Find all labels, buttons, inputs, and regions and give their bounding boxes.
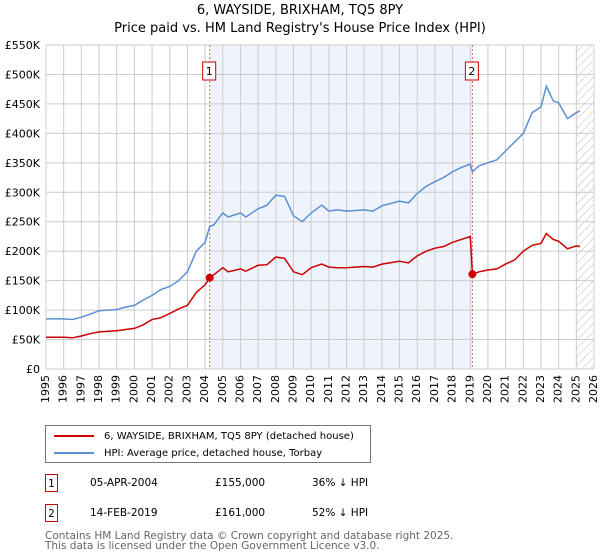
x-tick-label: 2008 — [269, 375, 282, 403]
x-tick-label: 2014 — [375, 375, 388, 403]
x-tick-label: 2023 — [534, 375, 547, 403]
hpi-line — [46, 83, 581, 321]
transaction-date: 14-FEB-2019 — [90, 507, 158, 519]
y-tick-label: £550K — [5, 39, 41, 52]
sale-marker-badge — [202, 61, 217, 81]
transaction-delta: 36% ↓ HPI — [312, 477, 369, 489]
transaction-delta: 52% ↓ HPI — [312, 507, 369, 519]
y-tick-label: £150K — [5, 275, 41, 288]
x-tick-label: 2021 — [499, 375, 512, 403]
transaction-row: 2 14-FEB-2019 £161,000 52% ↓ HPI — [45, 504, 445, 524]
x-tick-label: 2013 — [357, 375, 370, 403]
x-tick-label: 2005 — [216, 375, 229, 403]
x-tick-label: 1998 — [92, 375, 105, 403]
x-tick-label: 2016 — [410, 375, 423, 403]
chart-title: 6, WAYSIDE, BRIXHAM, TQ5 8PY — [196, 3, 404, 18]
legend-swatch-blue — [54, 452, 94, 454]
x-tick-label: 2007 — [251, 375, 264, 403]
sale-point — [468, 270, 477, 279]
sale-marker-badge — [464, 61, 479, 81]
y-tick-label: £50K — [12, 334, 41, 347]
x-tick-label: 2018 — [446, 375, 459, 403]
y-tick-label: £450K — [5, 98, 41, 111]
x-tick-label: 2019 — [463, 375, 476, 403]
chart-subtitle: Price paid vs. HM Land Registry's House … — [114, 21, 486, 36]
x-tick-label: 2026 — [587, 375, 600, 403]
legend-item-hpi: HPI: Average price, detached house, Torb… — [54, 446, 322, 460]
y-tick-label: £200K — [5, 245, 41, 258]
x-tick-label: 2017 — [428, 375, 441, 403]
legend-label: 6, WAYSIDE, BRIXHAM, TQ5 8PY (detached h… — [104, 430, 354, 442]
y-tick-label: £300K — [5, 186, 41, 199]
transaction-price: £161,000 — [215, 507, 266, 519]
x-tick-label: 2022 — [516, 375, 529, 403]
x-tick-label: 2009 — [286, 375, 299, 403]
forecast-hatch — [576, 45, 594, 369]
x-tick-label: 2003 — [180, 375, 193, 403]
x-tick-label: 2000 — [127, 375, 140, 403]
sale-marker-label: 2 — [468, 65, 475, 78]
price-chart: 1995 1996 1997 1998 1999 2000 2001 2002 2003 2004… — [5, 39, 600, 403]
sale-period-shading — [209, 45, 473, 369]
y-tick-label: £350K — [5, 157, 41, 170]
x-tick-label: 2010 — [304, 375, 317, 403]
transaction-date: 05-APR-2004 — [90, 477, 158, 489]
marker-badge: 2 — [45, 504, 58, 522]
y-tick-label: £500K — [5, 68, 41, 81]
y-tick-label: £400K — [5, 127, 41, 140]
y-tick-label: £250K — [5, 216, 41, 229]
x-tick-label: 2012 — [340, 375, 353, 403]
marker-badge: 1 — [45, 474, 58, 492]
x-tick-label: 1999 — [110, 375, 123, 403]
x-tick-label: 2004 — [198, 375, 211, 403]
y-tick-label: £100K — [5, 304, 41, 317]
footer-licence: This data is licensed under the Open Gov… — [45, 540, 380, 552]
x-tick-label: 2002 — [163, 375, 176, 403]
price-paid-line — [46, 232, 581, 339]
sale-point — [205, 273, 214, 282]
legend: 6, WAYSIDE, BRIXHAM, TQ5 8PY (detached h… — [45, 425, 371, 463]
footer-copyright: Contains HM Land Registry data © Crown c… — [45, 530, 454, 542]
x-tick-label: 2024 — [552, 375, 565, 403]
x-tick-label: 2015 — [393, 375, 406, 403]
y-tick-label: £0 — [26, 363, 40, 376]
x-tick-label: 2025 — [569, 375, 582, 403]
legend-label: HPI: Average price, detached house, Torb… — [104, 447, 323, 459]
x-tick-label: 2006 — [233, 375, 246, 403]
x-tick-label: 1996 — [57, 375, 70, 403]
legend-swatch-red — [54, 435, 94, 437]
legend-item-property: 6, WAYSIDE, BRIXHAM, TQ5 8PY (detached h… — [54, 429, 354, 443]
transaction-price: £155,000 — [215, 477, 266, 489]
x-tick-label: 2020 — [481, 375, 494, 403]
x-tick-label: 2011 — [322, 375, 335, 403]
sale-marker-label: 1 — [206, 65, 213, 78]
x-tick-label: 1995 — [39, 375, 52, 403]
transaction-row: 1 05-APR-2004 £155,000 36% ↓ HPI — [45, 474, 445, 494]
x-tick-label: 1997 — [74, 375, 87, 403]
x-tick-label: 2001 — [145, 375, 158, 403]
